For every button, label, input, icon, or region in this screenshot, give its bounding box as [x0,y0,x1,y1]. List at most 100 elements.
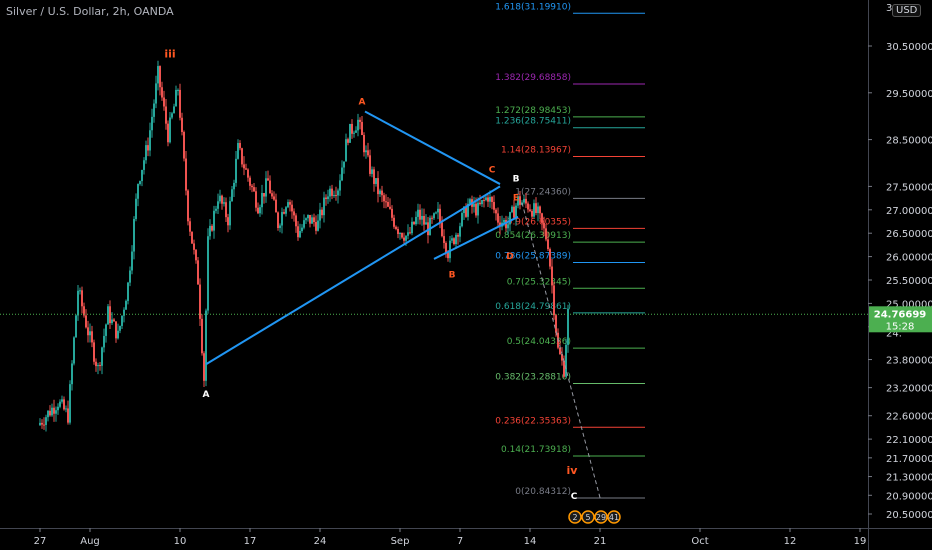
candle-body [489,197,491,202]
time-tick-label: 19 [854,536,867,547]
candle-body [427,222,429,236]
candle-body [451,238,453,241]
candle-body [61,399,63,402]
price-tick-label: 26.00000 [886,253,932,264]
candle-body [187,190,189,222]
candle-body [289,202,291,205]
candle-body [207,236,209,311]
candle-body [127,282,129,301]
candle-body [465,206,467,217]
price-axis[interactable]: 30.50000 29.50000 28.50000 27.50000 27.00000… [868,0,932,550]
candle-body [131,251,133,271]
candle-body [415,216,417,225]
candle-body [391,208,393,218]
candle-body [185,158,187,191]
candle-body [399,233,401,235]
candle-body [355,130,357,133]
candle-body [87,327,89,336]
price-tick-label-partial: 24. [886,328,902,339]
candle-body [325,197,327,200]
candle-body [203,353,205,381]
candle-body [245,168,247,170]
wave-label: B [513,175,520,185]
time-axis[interactable]: 27 Aug 10 17 24 Sep 7 14 21 Oct 12 19 [0,528,932,547]
candle-body [179,89,181,118]
candle-body [273,196,275,200]
candle-body [421,215,423,220]
candle-body [255,191,257,208]
candle-body [477,202,479,216]
price-tick-label: 23.20000 [886,384,932,395]
event-markers[interactable]: 2 5 29 41 [568,510,621,524]
candle-body [123,309,125,316]
candle-body [337,190,339,196]
candle-body [105,324,107,336]
candle-body [509,212,511,225]
candle-body [321,209,323,216]
candle-body [541,213,543,223]
candle-body [369,155,371,174]
candle-body [413,221,415,225]
candle-body [111,319,113,324]
candle-body [543,222,545,229]
candle-body [429,217,431,236]
candle-body [97,365,99,367]
candle-body [257,207,259,214]
candle-body [519,196,521,205]
candle-body [463,206,465,214]
time-tick-label: Aug [80,536,100,547]
candle-body [43,424,45,426]
candle-body [41,422,43,425]
candle-body [365,150,367,153]
candle-body [333,194,335,196]
candle-body [221,195,223,204]
candle-body [39,422,41,426]
candle-body [209,225,211,237]
candle-body [449,240,451,259]
candle-body [45,417,47,425]
current-price-label: 24.76699 [874,309,927,320]
candle-body [143,160,145,170]
event-marker-label: 41 [609,513,619,522]
candle-body [331,188,333,196]
time-tick-label: 7 [457,536,463,547]
candle-body [481,200,483,205]
fib-level-label: 1.236(28.75411) [495,117,571,127]
candle-body [297,226,299,238]
trend-line [433,215,519,260]
candle-body [217,201,219,209]
candle-body [531,210,533,217]
candle-body [135,198,137,219]
candle-body [441,222,443,237]
currency-button[interactable]: USD [892,4,922,17]
candle-body [173,106,175,114]
candle-body [109,306,111,324]
candle-body [563,360,565,377]
candle-body [503,219,505,223]
candle-body [443,236,445,243]
candle-body [239,142,241,149]
candle-body [371,169,373,174]
candle-body [241,148,243,165]
candle-body [65,408,67,410]
candle-body [193,243,195,250]
candle-body [439,208,441,223]
candle-body [283,212,285,214]
candle-body [453,238,455,245]
candle-body [437,208,439,213]
candle-body [547,239,549,250]
candle-body [55,410,57,414]
candle-body [493,201,495,210]
candle-body [335,194,337,196]
current-price-badge [869,306,932,333]
candle-body [303,220,305,228]
time-tick-label: 10 [174,536,187,547]
candle-body [165,106,167,124]
candle-body [161,87,163,98]
candle-body [47,410,49,418]
countdown-label: 15:28 [886,321,915,332]
candle-body [433,213,435,219]
candle-body [523,198,525,203]
candle-body [533,203,535,217]
